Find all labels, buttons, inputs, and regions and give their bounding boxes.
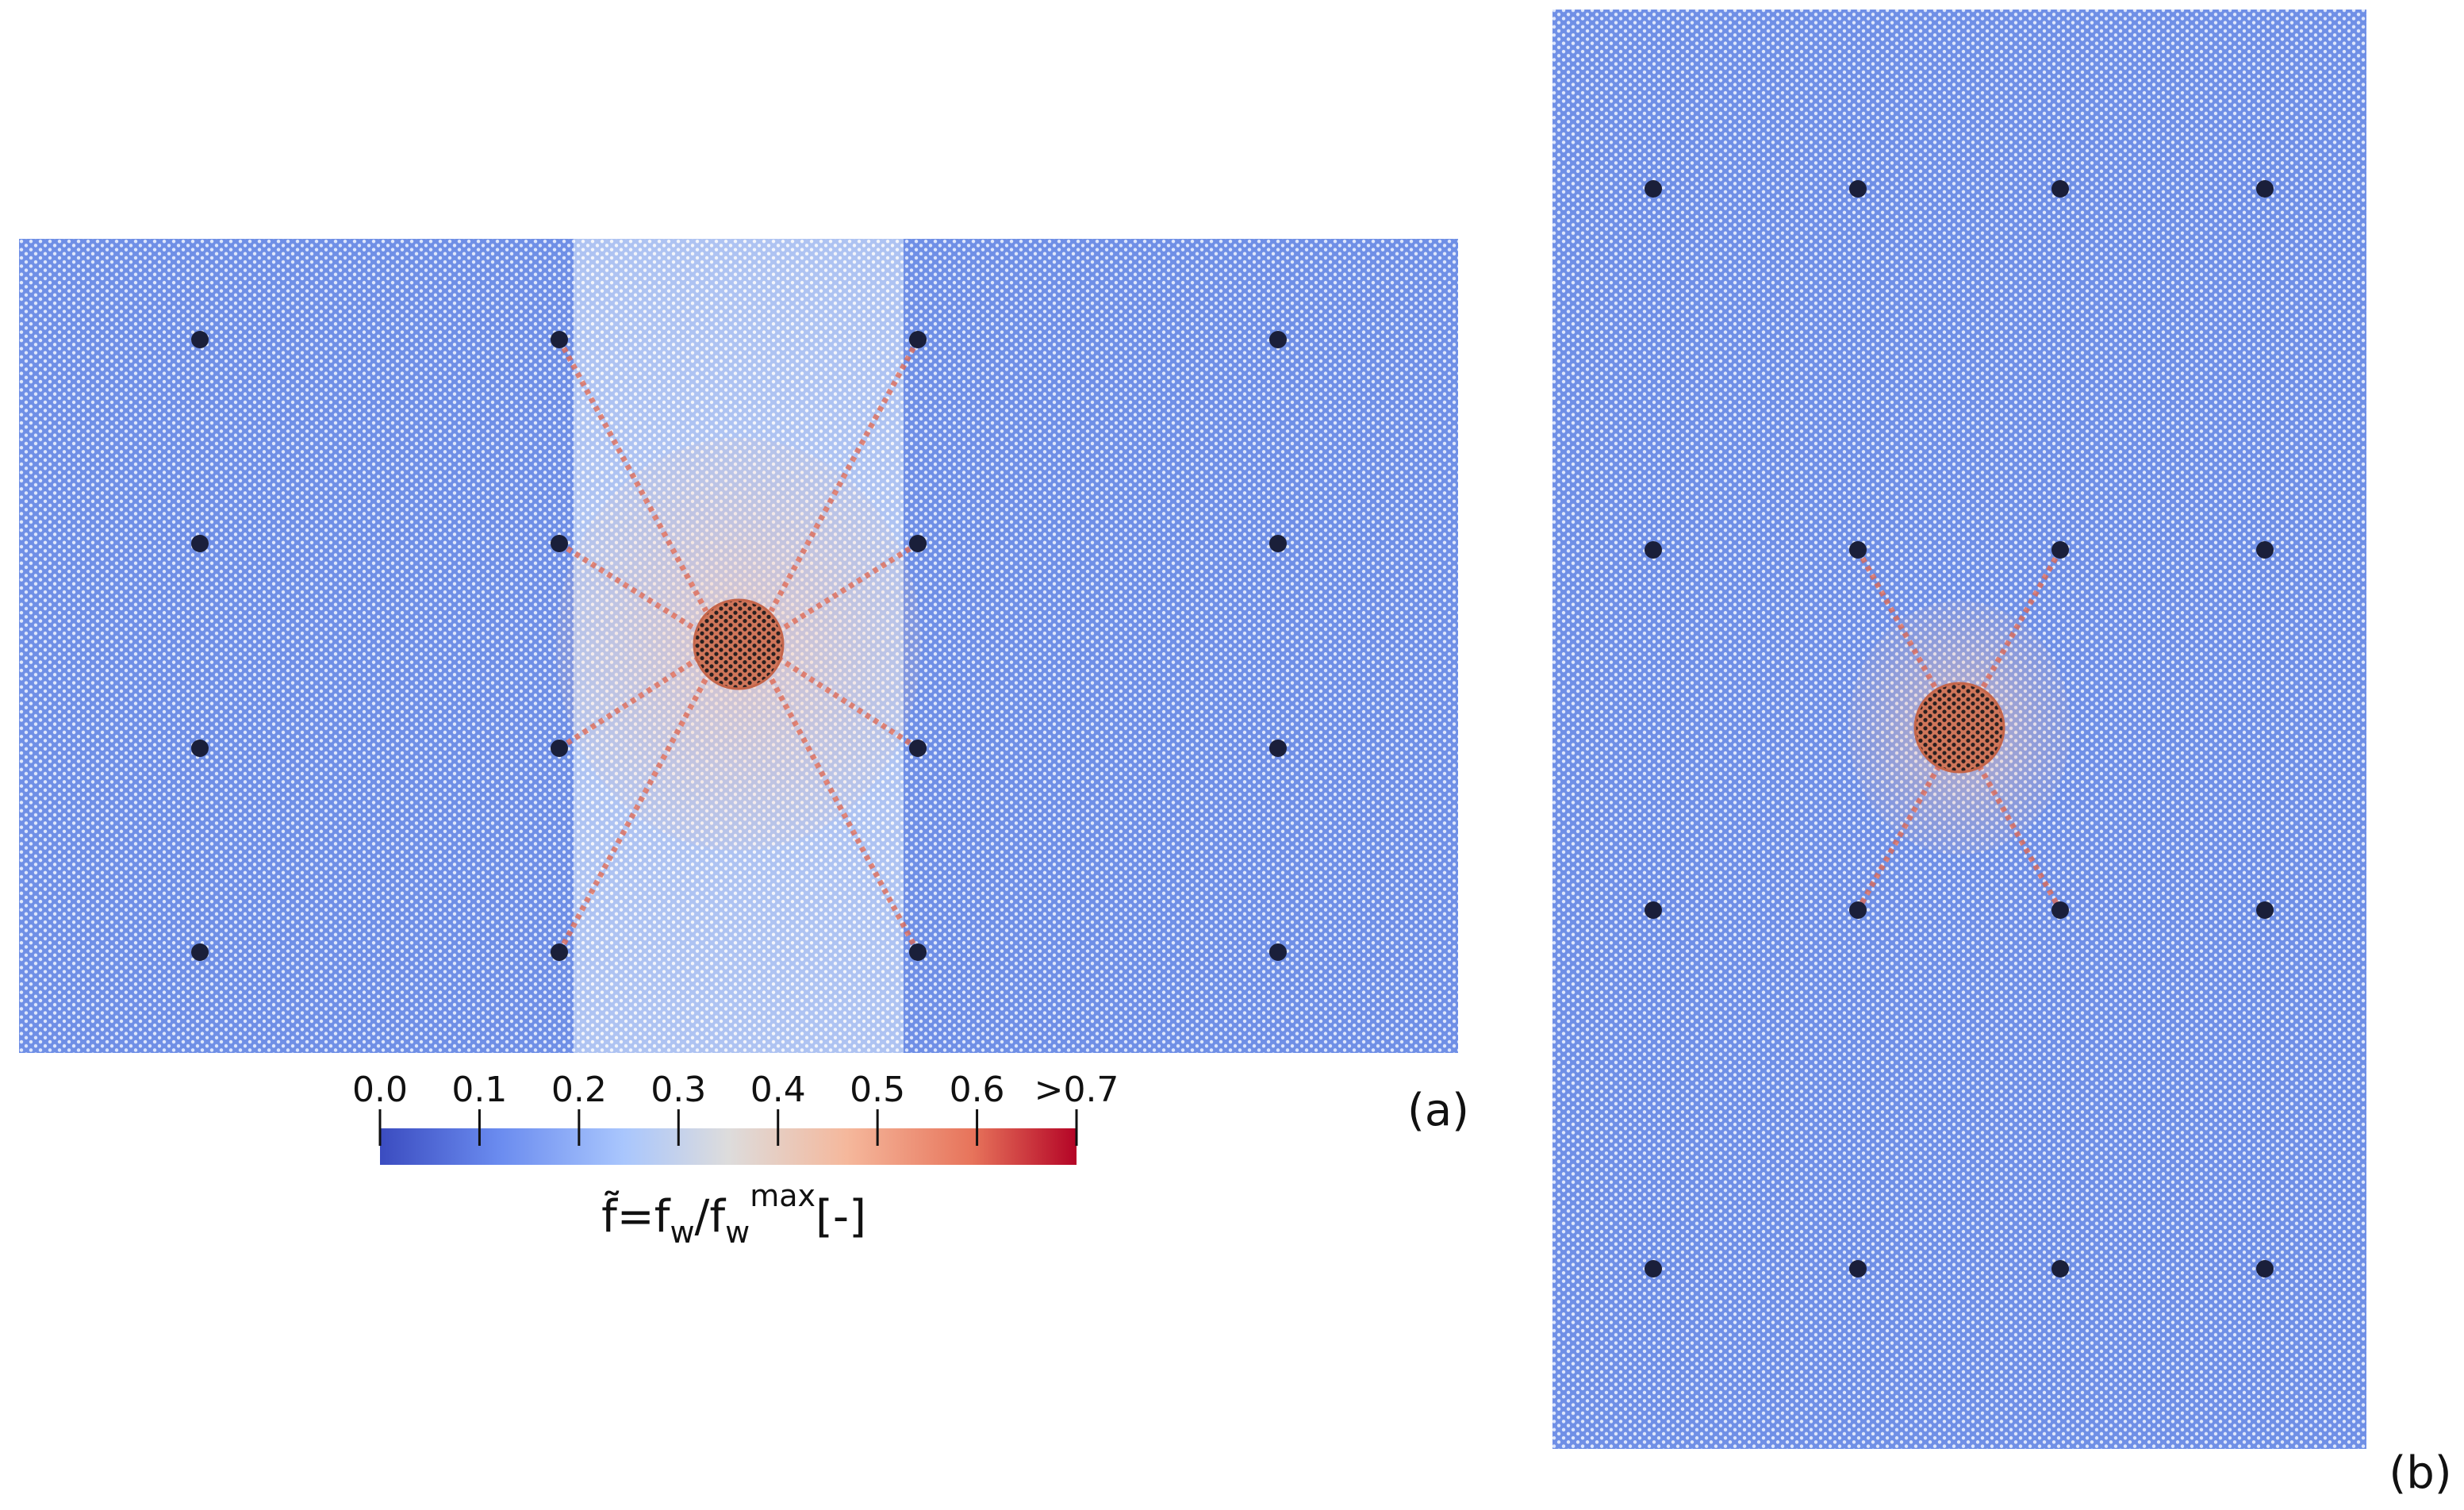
colorbar-tick-label: 0.1 <box>451 1070 507 1110</box>
anchor-point <box>2051 1260 2069 1278</box>
disk-inclusion <box>693 598 785 690</box>
colorbar-tick-label: 0.2 <box>551 1070 607 1110</box>
anchor-point <box>1269 943 1287 961</box>
disk-inclusion-b <box>1913 682 2005 774</box>
force-chain <box>768 338 921 613</box>
colorbar-tick-label: 0.4 <box>750 1070 806 1110</box>
anchor-point <box>1849 1260 1867 1278</box>
colorbar-label: f̃=fw/fwmax[-] <box>601 1178 866 1250</box>
colorbar-tick-label: 0.6 <box>950 1070 1005 1110</box>
anchor-point <box>191 943 209 961</box>
anchor-point <box>909 943 927 961</box>
anchor-point <box>2256 180 2274 198</box>
anchor-point <box>1849 180 1867 198</box>
force-chain <box>1855 548 2063 912</box>
force-chain <box>558 656 700 751</box>
force-chain <box>768 677 921 954</box>
anchor-point <box>551 943 568 961</box>
anchor-point <box>1849 901 1867 919</box>
colorbar-tick-label: 0.5 <box>850 1070 905 1110</box>
anchor-point <box>1849 541 1867 559</box>
anchor-point <box>2256 901 2274 919</box>
colorbar-gradient <box>380 1128 1077 1165</box>
anchor-point <box>551 331 568 348</box>
panel-a-lattice <box>19 239 1458 1053</box>
force-chain <box>1855 548 2063 912</box>
colorbar: 0.0 0.1 0.2 0.3 0.4 0.5 0.6 >0.7 f̃=fw/fwmax[-] <box>352 1070 1119 1250</box>
anchor-point <box>191 535 209 552</box>
anchor-point <box>2256 1260 2274 1278</box>
anchor-point <box>1645 180 1662 198</box>
anchor-point <box>909 535 927 552</box>
anchor-point <box>191 740 209 757</box>
colorbar-tick-label: 0.0 <box>352 1070 408 1110</box>
anchor-point <box>2051 901 2069 919</box>
anchor-point <box>551 535 568 552</box>
anchor-point <box>1645 541 1662 559</box>
anchor-point <box>2256 541 2274 559</box>
force-chain <box>556 677 709 954</box>
colorbar-tick-label: 0.3 <box>651 1070 706 1110</box>
anchor-point <box>909 740 927 757</box>
anchor-point <box>551 740 568 757</box>
panel-b-lattice <box>1552 10 2366 1449</box>
anchor-point <box>191 331 209 348</box>
anchor-point <box>2051 180 2069 198</box>
anchor-point <box>1645 901 1662 919</box>
panel-label-a: (a) <box>1407 1085 1469 1136</box>
anchor-point <box>1269 535 1287 552</box>
anchor-point <box>1645 1260 1662 1278</box>
anchor-point <box>1269 331 1287 348</box>
force-chain <box>777 656 919 751</box>
force-chain <box>777 541 919 633</box>
force-chain <box>558 541 700 633</box>
force-chain <box>556 338 709 613</box>
panel-label-b: (b) <box>2389 1447 2451 1499</box>
anchor-point <box>909 331 927 348</box>
anchor-point <box>2051 541 2069 559</box>
anchor-point <box>1269 740 1287 757</box>
colorbar-tick-label: >0.7 <box>1034 1070 1119 1110</box>
